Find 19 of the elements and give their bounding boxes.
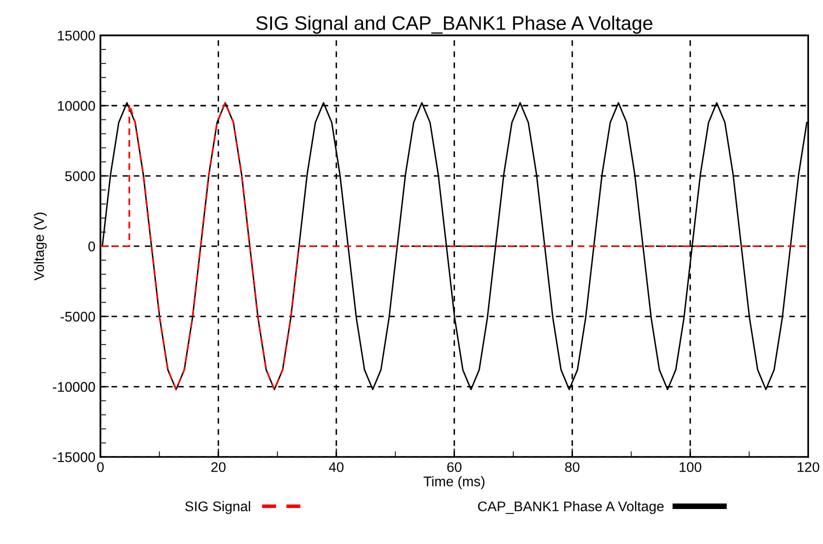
legend-label: CAP_BANK1 Phase A Voltage — [478, 501, 664, 514]
y-tick-label: -15000 — [52, 452, 96, 462]
y-tick-label: 5000 — [65, 171, 96, 182]
y-tick-label: 15000 — [58, 30, 96, 41]
x-tick-label: 60 — [447, 462, 462, 472]
x-axis-title: Time (ms) — [424, 476, 484, 490]
x-tick-label: 0 — [97, 462, 104, 472]
y-tick-label: 10000 — [58, 100, 96, 111]
x-tick-label: 40 — [328, 462, 344, 472]
y-tick-label: -5000 — [60, 312, 96, 322]
x-tick-label: 80 — [565, 462, 580, 472]
legend-label: SIG Signal — [185, 501, 250, 514]
x-tick-label: 100 — [680, 462, 702, 472]
y-tick-label: -10000 — [52, 382, 96, 392]
x-tick-label: 120 — [798, 462, 820, 472]
x-tick-label: 20 — [211, 462, 226, 472]
y-axis-title: Voltage (V) — [34, 212, 47, 280]
chart-title: SIG Signal and CAP_BANK1 Phase A Voltage — [256, 16, 652, 34]
y-tick-label: 0 — [88, 241, 95, 252]
